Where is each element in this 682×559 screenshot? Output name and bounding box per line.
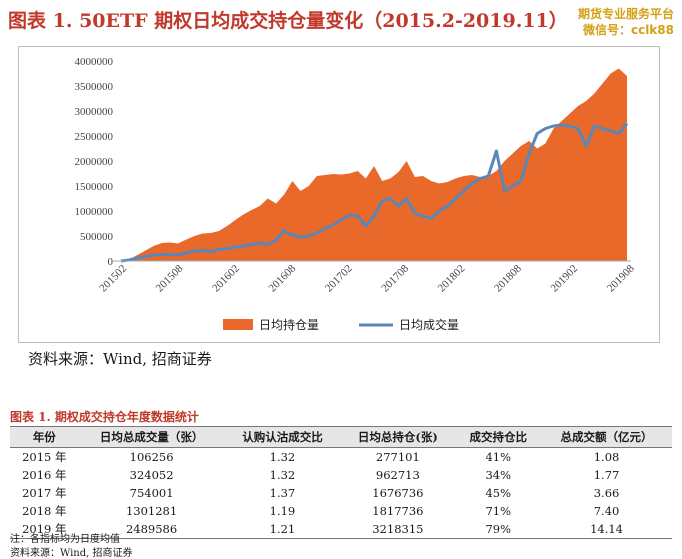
table-cell: 1.19 [269,504,296,518]
x-tick-label: 201608 [267,262,299,294]
table-cell: 1.08 [593,450,620,464]
chart-source: 资料来源：Wind, 招商证券 [28,350,212,368]
legend-label-volume: 日均成交量 [399,317,459,332]
table-cell: 2489586 [78,520,225,539]
table-cell: 45% [485,486,512,500]
table-header: 日均总成交量（张） [78,426,225,448]
chart-title: 图表 1. 50ETF 期权日均成交持仓量变化（2015.2-2019.11） [8,10,568,32]
table-cell: 106256 [129,450,174,464]
table-header: 认购认沽成交比 [224,426,341,448]
table-cell: 1.37 [269,486,296,500]
table-cell: 2019 年 [10,520,79,539]
table-header-row: 年份 日均总成交量（张） 认购认沽成交比 日均总持仓(张) 成交持仓比 总成交额… [10,426,672,448]
table-cell: 3218315 [340,520,456,539]
table-cell: 1676736 [372,486,424,500]
y-tick-label: 2000000 [75,156,114,168]
table-row: 2015 年 106256 1.32 277101 41% 1.08 [10,448,672,467]
y-tick-label: 1000000 [75,206,114,218]
table-row: 2017 年 754001 1.37 1676736 45% 3.66 [10,484,672,502]
chart-svg: 0 500000 1000000 1500000 2000000 2500000 30000… [75,56,638,332]
legend-label-open-interest: 日均持仓量 [259,317,319,332]
table-cell: 1.32 [269,450,296,464]
table-header: 日均总持仓(张) [340,426,456,448]
table-cell: 2015 年 [22,450,67,464]
table-cell: 2017 年 [22,486,67,500]
table-source: 资料来源：Wind, 招商证券 [10,548,133,559]
series-area-open-interest [121,68,627,261]
chart-container: 0 500000 1000000 1500000 2000000 2500000 30000… [18,46,660,343]
y-tick-label: 0 [108,256,114,268]
table-row: 2018 年 1301281 1.19 1817736 71% 7.40 [10,502,672,520]
table-cell: 962713 [375,468,420,482]
table-cell: 324052 [129,468,174,482]
table-cell: 79% [455,520,542,539]
table-title: 图表 1. 期权成交持仓年度数据统计 [10,410,199,424]
stats-table: 年份 日均总成交量（张） 认购认沽成交比 日均总持仓(张) 成交持仓比 总成交额… [10,426,672,539]
y-tick-label: 1500000 [75,181,114,193]
watermark: 期货专业服务平台 微信号：cclk88 [578,6,674,38]
table-cell: 3.66 [593,486,620,500]
x-tick-label: 201908 [605,262,637,294]
series-line-volume [120,122,629,263]
table-cell: 1.77 [593,468,620,482]
x-tick-label: 201702 [323,263,355,295]
table-cell: 1.32 [269,468,296,482]
y-tick-label: 3000000 [75,106,114,118]
table-row: 2019 年 2489586 1.21 3218315 79% 14.14 [10,520,672,539]
table-cell: 754001 [129,486,174,500]
x-tick-label: 201802 [436,263,468,295]
table-cell: 34% [485,468,512,482]
y-tick-label: 500000 [80,231,114,243]
legend-swatch-open-interest [223,319,253,330]
table-cell: 1.21 [224,520,341,539]
table-header: 总成交额（亿元） [541,426,672,448]
table-cell: 277101 [375,450,420,464]
table-cell: 1301281 [125,504,178,518]
watermark-line-2: 微信号：cclk88 [582,23,674,37]
x-tick-label: 201708 [379,262,411,294]
x-tick-label: 201502 [97,263,129,295]
y-tick-label: 4000000 [75,56,114,68]
table-cell: 7.40 [593,504,620,518]
table-cell: 14.14 [541,520,672,539]
x-tick-label: 201602 [210,263,242,295]
y-tick-label: 2500000 [75,131,114,143]
table-cell: 71% [485,504,512,518]
table-note: 注：各指标均为日度均值 [10,534,120,545]
watermark-line-1: 期货专业服务平台 [577,7,674,21]
table-cell: 1817736 [372,504,424,518]
table-header: 成交持仓比 [455,426,542,448]
x-tick-label: 201508 [154,262,186,294]
x-tick-label: 201808 [492,262,524,294]
table-cell: 2018 年 [22,504,67,518]
x-tick-label: 201902 [549,263,581,295]
y-tick-label: 3500000 [75,81,114,93]
table-cell: 41% [485,450,512,464]
table-header: 年份 [10,426,79,448]
table-row: 2016 年 324052 1.32 962713 34% 1.77 [10,466,672,484]
table-cell: 2016 年 [22,468,67,482]
